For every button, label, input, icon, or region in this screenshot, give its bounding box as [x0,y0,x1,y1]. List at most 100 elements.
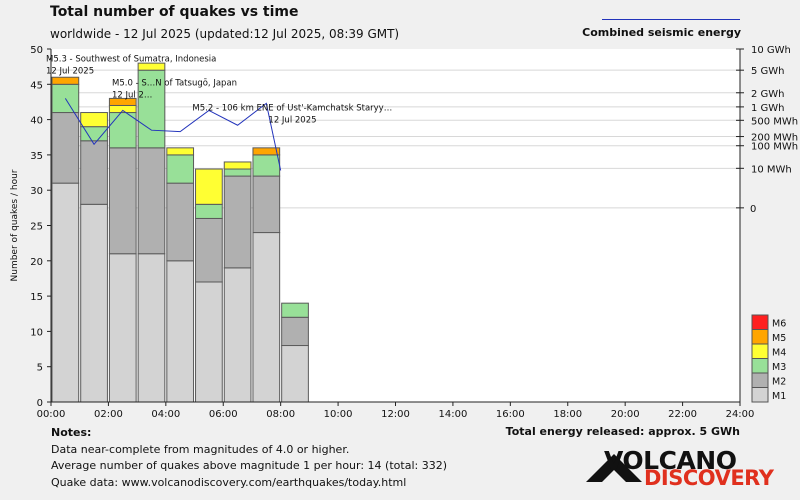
bar-M1-hour-7 [252,232,281,403]
x-tick-label-7: 14:00 [439,409,468,420]
bar-M5-hour-2 [108,97,137,106]
bar-M2-hour-8 [281,316,309,347]
x-tick-label-0: 00:00 [37,409,66,420]
notes-line-1: Data near-complete from magnitudes of 4.… [51,442,350,456]
energy-legend-label: Combined seismic energy [582,26,741,39]
legend-label-M5: M5 [772,333,786,344]
bar-M2-hour-7 [252,175,281,234]
volcano-discovery-logo: VOLCANO DISCOVERY [584,446,774,490]
notes-heading: Notes: [51,426,92,439]
annotation-2-date: 12 Jul 2025 [268,115,316,125]
annotation-0-title: M5.3 - Southwest of Sumatra, Indonesia [46,55,216,65]
bar-M4-hour-3 [137,62,166,71]
y-tick-label-0: 0 [37,398,43,409]
bar-M1-hour-6 [223,267,252,403]
y-tick-label-20: 20 [30,257,43,268]
x-tick-label-1: 02:00 [94,409,123,420]
notes: Notes: Data near-complete from magnitude… [51,425,447,491]
legend-swatch-M4 [751,343,769,359]
chart-subtitle: worldwide - 12 Jul 2025 (updated:12 Jul … [50,27,400,41]
y-axis-label: Number of quakes / hour [10,169,20,281]
bar-M3-hour-5 [195,203,223,219]
bar-M3-hour-6 [223,168,252,177]
bar-M1-hour-1 [80,203,108,403]
chart-title: Total number of quakes vs time [50,4,299,20]
legend-label-M6: M6 [772,318,786,329]
energy-tick-label-3: 1 GWh [751,103,785,114]
bar-M1-hour-5 [195,281,223,403]
bar-M2-hour-6 [223,175,252,269]
volcano-logo-icon [586,454,642,482]
energy-tick-label-2: 2 GWh [751,89,785,100]
annotation-1-date: 12 Jul 2… [112,91,152,101]
bar-M5-hour-0 [51,76,80,85]
bar-M2-hour-2 [108,147,137,255]
legend-label-M3: M3 [772,362,786,373]
y-tick-label-10: 10 [30,327,43,338]
bar-M4-hour-6 [223,161,252,170]
bar-M1-hour-8 [281,345,309,403]
y-tick-label-5: 5 [37,363,43,374]
legend-swatch-M5 [751,329,769,345]
logo-word-volcano: VOLCANO [604,446,737,475]
y-tick-label-45: 45 [30,80,43,91]
bar-M2-hour-1 [80,140,108,205]
bar-M4-hour-2 [108,104,137,114]
energy-tick-label-8: 0 [750,204,756,215]
y-tick-label-25: 25 [30,222,43,233]
y-tick-label-15: 15 [30,292,43,303]
x-tick-label-4: 08:00 [266,409,295,420]
x-tick-label-3: 06:00 [209,409,238,420]
notes-line-3: Quake data: www.volcanodiscovery.com/ear… [51,475,407,489]
energy-tick-label-5: 200 MWh [751,133,798,144]
x-tick-label-2: 04:00 [151,409,180,420]
x-tick-label-8: 16:00 [496,409,525,420]
bar-M1-hour-2 [108,253,137,403]
energy-tick-label-6: 100 MWh [751,142,798,153]
x-tick-label-12: 24:00 [726,409,755,420]
x-tick-label-9: 18:00 [553,409,582,420]
annotation-1-title: M5.0 - S…N of Tatsugō, Japan [112,79,237,89]
bar-M4-hour-4 [166,147,195,156]
bar-M2-hour-3 [137,147,166,255]
y-tick-label-30: 30 [30,186,43,197]
y-tick-label-40: 40 [30,116,43,127]
logo-word-discovery: DISCOVERY [644,466,774,490]
bar-M3-hour-2 [108,112,137,149]
legend-label-M1: M1 [772,391,786,402]
energy-line [64,98,282,171]
energy-tick-label-0: 10 GWh [751,45,791,56]
bar-M2-hour-5 [195,217,223,283]
energy-tick-label-4: 500 MWh [751,116,798,127]
bar-M2-hour-4 [166,182,195,262]
bar-M4-hour-5 [195,168,223,205]
x-tick-label-11: 22:00 [668,409,697,420]
legend-swatch-M1 [751,387,769,403]
bar-M1-hour-3 [137,253,166,403]
energy-tick-label-1: 5 GWh [751,66,785,77]
x-tick-label-5: 10:00 [324,409,353,420]
bar-M1-hour-4 [166,260,195,403]
legend-swatch-M6 [751,314,769,330]
bar-M3-hour-8 [281,302,309,318]
bar-M5-hour-7 [252,147,281,156]
legend-label-M4: M4 [772,347,786,358]
energy-tick-label-7: 10 MWh [751,164,792,175]
plot-area [51,49,740,402]
bar-M4-hour-1 [80,112,108,128]
bar-M3-hour-4 [166,154,195,184]
legend-swatch-M3 [751,358,769,374]
bar-M2-hour-0 [51,112,80,184]
notes-line-2: Average number of quakes above magnitude… [51,459,447,472]
annotation-0-date: 12 Jul 2025 [46,67,94,77]
y-tick-label-50: 50 [30,45,43,56]
legend-label-M2: M2 [772,376,786,387]
energy-legend-line [602,19,740,20]
x-tick-label-6: 12:00 [381,409,410,420]
bar-M3-hour-7 [252,154,281,177]
annotation-2-title: M5.2 - 106 km ENE of Ust'-Kamchatsk Star… [192,103,392,113]
bar-M1-hour-0 [51,182,80,403]
legend-swatch-M2 [751,372,769,388]
x-tick-label-10: 20:00 [611,409,640,420]
